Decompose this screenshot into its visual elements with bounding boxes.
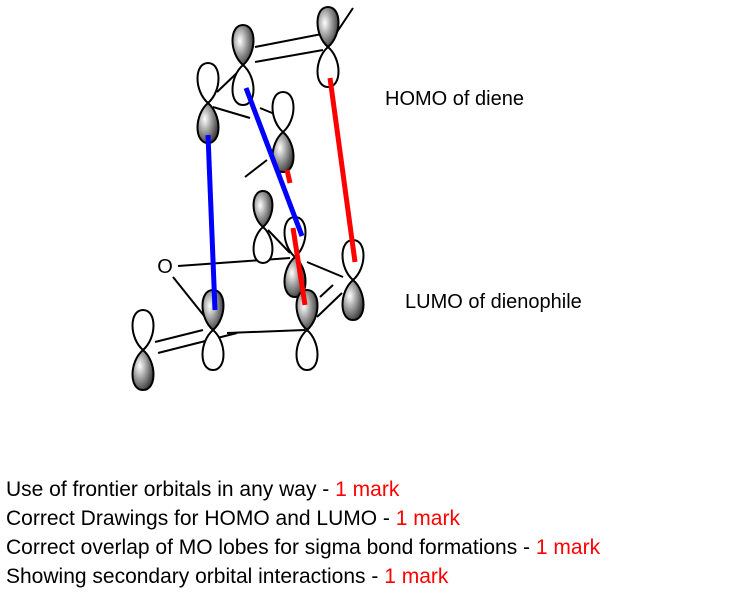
oxygen-atom-label: O	[157, 256, 173, 278]
p-orbital	[131, 308, 155, 392]
homo-label: HOMO of diene	[385, 88, 524, 110]
shaded-lobe	[271, 130, 295, 174]
lumo-label: LUMO of dienophile	[405, 291, 582, 313]
criterion-text: Correct Drawings for HOMO and LUMO -	[6, 507, 396, 530]
criterion-mark: 1 mark	[535, 536, 601, 559]
p-orbital	[196, 61, 220, 145]
criterion-4: Showing secondary orbital interactions -…	[6, 565, 448, 589]
unshaded-lobe	[316, 45, 340, 89]
bonds	[154, 7, 354, 354]
shaded-lobe	[252, 189, 274, 229]
bond	[254, 32, 328, 48]
secondary-interaction-line	[290, 227, 308, 306]
criterion-mark: 1 mark	[384, 565, 449, 588]
bond	[267, 229, 291, 254]
criterion-text: Correct overlap of MO lobes for sigma bo…	[6, 536, 536, 559]
unshaded-lobe	[196, 61, 220, 105]
secondary-interaction-line	[327, 77, 358, 263]
bond	[316, 292, 343, 318]
bond	[212, 106, 251, 119]
primary-interaction-line	[205, 134, 218, 311]
criterion-mark: 1 mark	[335, 478, 400, 501]
criterion-2: Correct Drawings for HOMO and LUMO - 1 m…	[6, 507, 460, 531]
unshaded-lobe	[201, 328, 225, 372]
criterion-1: Use of frontier orbitals in any way - 1 …	[6, 478, 399, 502]
shaded-lobe	[341, 278, 365, 322]
unshaded-lobe	[252, 225, 274, 265]
criterion-mark: 1 mark	[395, 507, 460, 530]
orbital-interactions	[205, 77, 358, 311]
bond	[306, 261, 344, 278]
p-orbital	[271, 90, 295, 174]
criterion-3: Correct overlap of MO lobes for sigma bo…	[6, 536, 600, 560]
bond	[244, 159, 268, 178]
shaded-lobe	[316, 5, 340, 49]
primary-interaction-line	[243, 87, 305, 237]
unshaded-lobe	[271, 90, 295, 134]
criterion-text: Showing secondary orbital interactions -	[6, 565, 385, 588]
shaded-lobe	[295, 288, 319, 332]
bond	[157, 332, 238, 354]
bond	[226, 329, 306, 334]
bond	[172, 276, 206, 318]
p-orbital	[252, 189, 274, 265]
bond	[254, 49, 324, 63]
shaded-lobe	[231, 23, 255, 67]
bond	[319, 284, 334, 298]
bond	[154, 329, 204, 343]
p-orbital	[316, 5, 340, 89]
criterion-text: Use of frontier orbitals in any way -	[6, 478, 336, 501]
unshaded-lobe	[131, 308, 155, 352]
bond	[177, 257, 291, 267]
unshaded-lobe	[295, 328, 319, 372]
shaded-lobe	[131, 348, 155, 392]
secondary-interaction-line	[284, 169, 293, 184]
